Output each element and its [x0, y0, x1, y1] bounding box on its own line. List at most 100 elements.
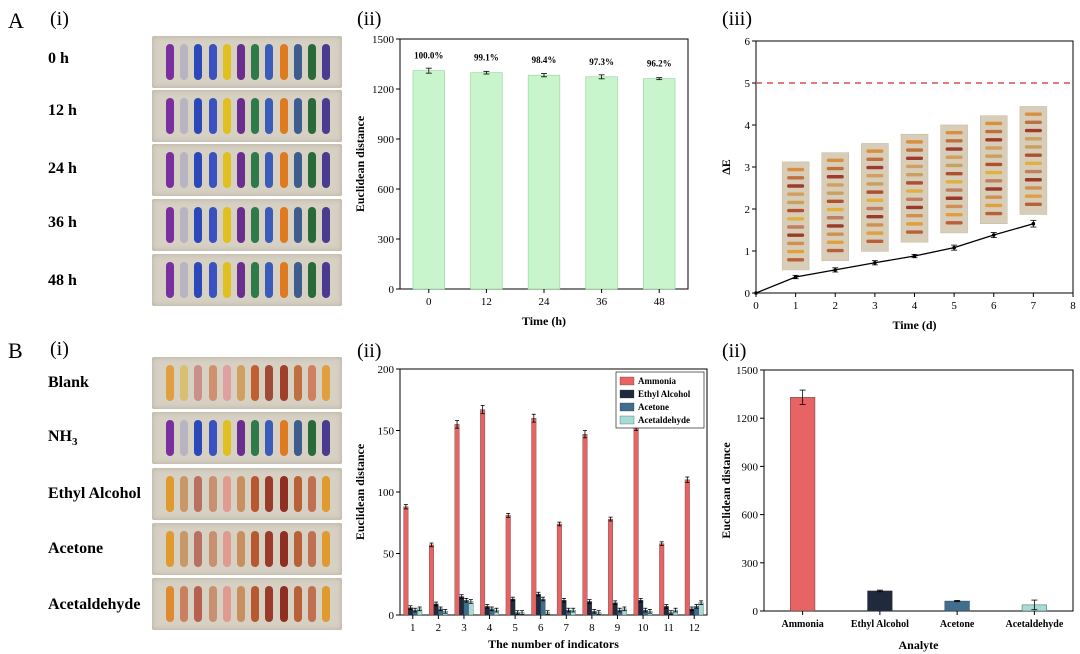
inset-indicator-spot [866, 174, 884, 178]
x-tick-label: 12 [689, 622, 700, 634]
stability-bar [585, 76, 618, 290]
inset-indicator-spot [985, 187, 1003, 191]
inset-indicator-spot [906, 172, 923, 177]
x-tick-label: 6 [538, 622, 544, 634]
indicator-spot [322, 44, 331, 80]
inset-indicator-spot [866, 157, 884, 162]
y-tick-label: 1200 [736, 413, 759, 425]
indicator-spot [279, 365, 288, 401]
delta-e-point [1031, 221, 1036, 226]
indicator-spot [251, 207, 260, 243]
indicator-spot [265, 420, 274, 456]
inset-indicator-spot [787, 208, 805, 213]
indicator-spot [322, 476, 331, 512]
inset-indicator-spot [906, 213, 923, 218]
indicator-spot [166, 207, 174, 243]
inset-indicator-spot [906, 189, 923, 193]
inset-indicator-spot [945, 204, 963, 209]
inset-indicator-spot [1024, 178, 1042, 182]
inset-indicator-spot [826, 183, 844, 187]
inset-indicator-spot [985, 170, 1003, 175]
indicator-spot [308, 531, 316, 567]
y-tick-label: 50 [383, 549, 395, 561]
indicator-spot [279, 44, 288, 80]
retention-label: 99.1% [474, 53, 499, 63]
y-tick-label: 100 [378, 487, 395, 499]
y-tick-label: 900 [378, 134, 395, 146]
indicator-spot [166, 262, 174, 298]
analyte-bar [867, 590, 893, 612]
indicator-spot [166, 531, 174, 567]
analyte-bar-chart: 0 300 600 900 1200 1500 Ammonia Ethyl Alcohol Ac… [719, 365, 1074, 652]
indicator-spot [208, 262, 217, 298]
inset-indicator-spot [1024, 161, 1042, 166]
panel-a-iii-label: (iii) [722, 8, 752, 30]
inset-indicator-spot [866, 182, 884, 186]
inset-indicator-spot [945, 163, 963, 168]
indicator-spot [265, 476, 274, 512]
inset-indicator-spot [826, 158, 844, 163]
y-tick-label: 0 [389, 610, 395, 622]
inset-indicator-spot [826, 248, 844, 253]
y-tick-label: 150 [378, 426, 395, 438]
inset-indicator-spot [787, 184, 805, 188]
x-tick-label: 48 [654, 296, 666, 308]
inset-indicator-spot [945, 147, 963, 151]
indicator-spot [222, 420, 231, 456]
inset-indicator-spot [826, 232, 844, 236]
inset-indicator-spot [787, 217, 805, 221]
inset-indicator-spot [866, 198, 884, 203]
x-tick-label: 7 [564, 622, 570, 634]
x-tick-label: 8 [589, 622, 595, 634]
indicator-spot [194, 476, 203, 512]
strip-photo-12h [152, 90, 342, 142]
indicator-spot [308, 98, 316, 134]
indicator-spot [279, 98, 288, 134]
retention-label: 96.2% [647, 59, 672, 69]
indicator-spot [293, 365, 302, 401]
inset-indicator-spot [866, 231, 884, 235]
indicator-bar [684, 479, 690, 616]
inset-indicator-spot [945, 188, 963, 192]
indicator-spot [194, 262, 203, 298]
inset-indicator-spot [1024, 202, 1042, 207]
indicator-spot [251, 262, 260, 298]
indicator-spot [180, 152, 189, 188]
indicator-spot [180, 44, 189, 80]
indicator-spot [293, 207, 302, 243]
indicator-spot [279, 531, 288, 567]
indicator-spot [265, 586, 274, 622]
indicator-spot [237, 152, 245, 188]
indicator-spot [322, 586, 331, 622]
legend-label: Acetaldehyde [638, 415, 690, 425]
indicator-bar [659, 543, 665, 616]
x-tick-label: 1 [410, 622, 416, 634]
retention-label: 100.0% [414, 51, 443, 61]
delta-e-point [991, 233, 996, 237]
inset-indicator-spot [945, 180, 963, 184]
retention-label: 98.4% [532, 55, 557, 65]
panel-b-i-label: (i) [50, 338, 69, 360]
indicator-spot [166, 476, 174, 512]
indicator-spot [194, 365, 203, 401]
inset-indicator-spot [787, 167, 805, 172]
indicator-spot [194, 586, 203, 622]
inset-indicator-spot [866, 149, 884, 153]
indicator-spot [208, 586, 217, 622]
inset-indicator-spot [826, 199, 844, 204]
strip-photo-36h [152, 199, 342, 251]
indicator-bar [429, 544, 434, 616]
y-tick-label: 1 [745, 246, 751, 258]
y-tick-label: 6 [745, 36, 751, 48]
indicator-spot [180, 98, 189, 134]
indicator-spot [293, 476, 302, 512]
inset-indicator-spot [906, 140, 923, 144]
indicator-spot [237, 586, 245, 622]
indicator-spot [251, 152, 260, 188]
stability-bar [412, 70, 445, 290]
stability-bar [527, 74, 561, 290]
indicator-spot [265, 44, 274, 80]
indicator-spot [208, 152, 217, 188]
row-label-blank: Blank [48, 374, 89, 391]
inset-indicator-spot [985, 121, 1003, 126]
